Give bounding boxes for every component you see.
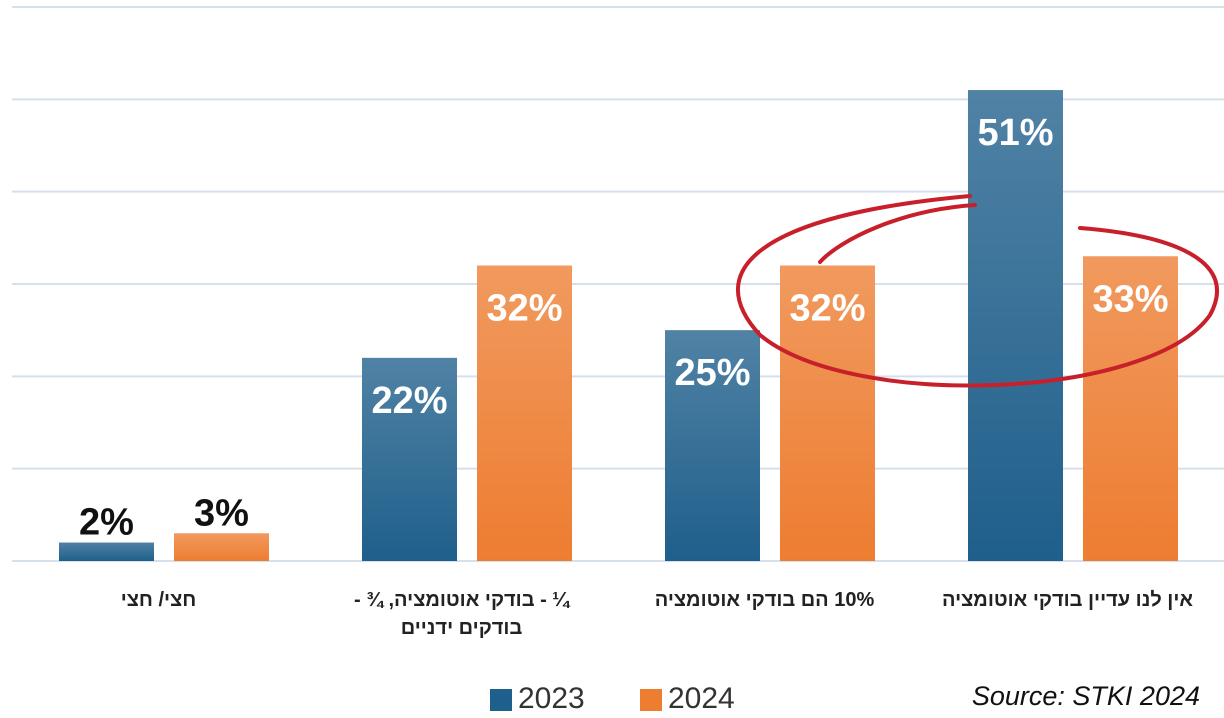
data-label: 3% — [194, 492, 249, 534]
data-label: 51% — [977, 112, 1053, 154]
data-label: 22% — [371, 380, 447, 422]
bar-shade — [968, 90, 1063, 561]
x-tick-label: אין לנו עדיין בודקי אוטומציה — [941, 589, 1194, 611]
bar-shade — [665, 330, 760, 561]
data-label: 32% — [789, 288, 865, 330]
x-tick-label: ¼ - בודקי אוטומציה, ¾ - בודקים ידניים — [354, 589, 569, 639]
annotation-circle — [735, 194, 1219, 388]
source: Source: STKI 2024 — [972, 681, 1200, 711]
x-tick-label: חצי/ חצי — [120, 589, 197, 611]
x-tick-label: 10% הם בודקי אוטומציה — [654, 589, 875, 611]
legend-label: 2023 — [518, 682, 585, 715]
bar-shade — [780, 265, 875, 561]
legend-swatch — [640, 689, 662, 711]
bar-shade — [362, 357, 457, 561]
bar-shade — [59, 542, 154, 561]
data-label: 33% — [1092, 278, 1168, 320]
bar-shade — [1083, 256, 1178, 561]
bar-shade — [477, 265, 572, 561]
data-label: 25% — [674, 352, 750, 394]
bar-shade — [174, 533, 269, 561]
data-label: 32% — [486, 288, 562, 330]
legend-label: 2024 — [668, 682, 735, 715]
legend-swatch — [490, 689, 512, 711]
data-label: 2% — [79, 502, 134, 544]
